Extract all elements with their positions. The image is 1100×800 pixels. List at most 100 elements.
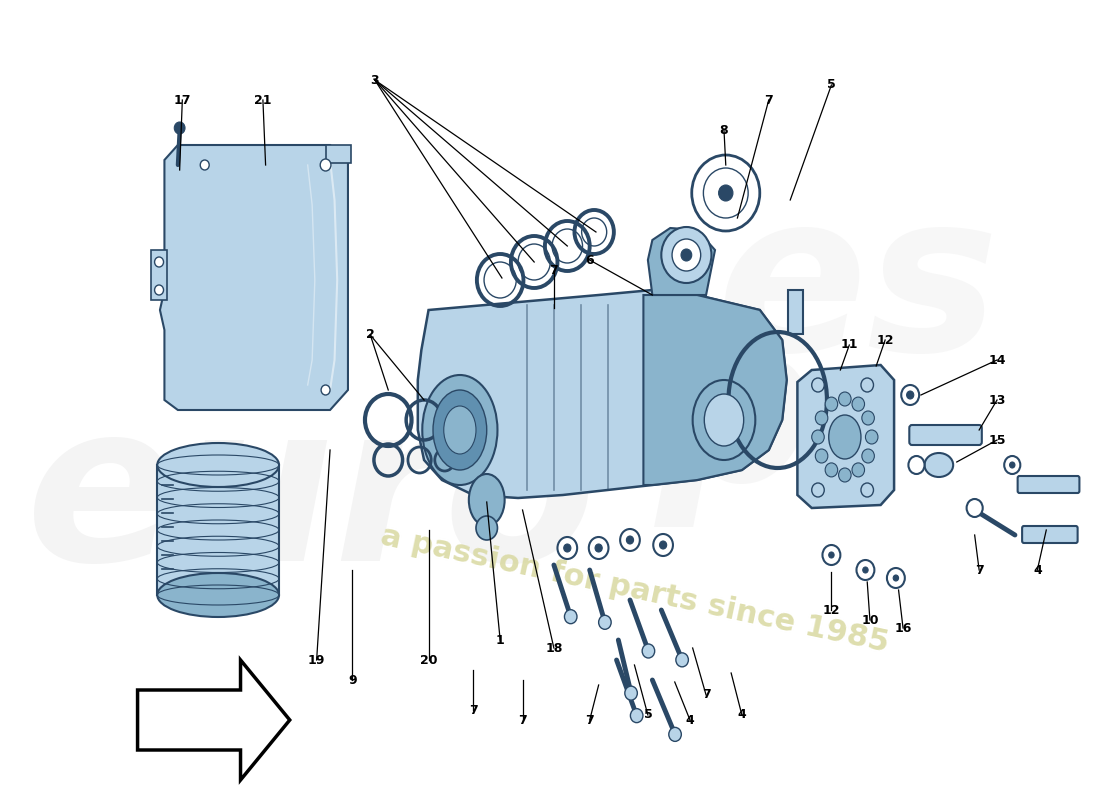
Text: 3: 3 [371,74,380,86]
Ellipse shape [157,443,279,487]
Circle shape [901,385,920,405]
Circle shape [825,463,838,477]
Circle shape [1010,462,1015,468]
Text: 13: 13 [989,394,1005,406]
Text: 15: 15 [988,434,1005,446]
Circle shape [669,727,681,742]
Circle shape [893,575,899,581]
Circle shape [815,449,828,463]
Circle shape [653,534,673,556]
FancyBboxPatch shape [1018,476,1079,493]
Circle shape [828,552,834,558]
Text: 17: 17 [174,94,191,106]
Text: 7: 7 [975,563,983,577]
Text: a passion for parts since 1985: a passion for parts since 1985 [377,522,891,658]
Text: 7: 7 [585,714,594,726]
Circle shape [852,463,865,477]
Bar [326,145,351,163]
Ellipse shape [704,394,744,446]
Text: 7: 7 [550,263,559,277]
Ellipse shape [422,375,497,485]
Circle shape [630,709,642,722]
Circle shape [861,483,873,497]
Circle shape [812,483,824,497]
Circle shape [321,385,330,395]
Text: 4: 4 [685,714,694,726]
Text: sp: sp [525,313,816,527]
Bar [157,465,279,595]
Ellipse shape [718,185,733,201]
Ellipse shape [693,380,756,460]
Circle shape [861,411,875,425]
Circle shape [909,456,924,474]
Bar [151,250,167,300]
Polygon shape [160,145,348,410]
Text: 20: 20 [420,654,438,666]
Text: 7: 7 [764,94,773,106]
Text: 12: 12 [877,334,894,346]
Ellipse shape [924,453,954,477]
Circle shape [812,430,824,444]
Circle shape [1004,456,1021,474]
Circle shape [642,644,654,658]
Ellipse shape [433,390,486,470]
Circle shape [825,397,838,411]
Text: 7: 7 [702,689,711,702]
Bar [789,290,803,334]
Ellipse shape [661,227,712,283]
Circle shape [812,378,824,392]
Text: 10: 10 [861,614,879,626]
Circle shape [866,430,878,444]
Circle shape [887,568,905,588]
Circle shape [563,544,571,552]
Polygon shape [418,290,786,498]
Ellipse shape [672,239,701,271]
Text: euro: euro [26,393,597,607]
Polygon shape [648,228,715,295]
Polygon shape [644,295,786,485]
Circle shape [155,257,164,267]
Circle shape [967,499,982,517]
Ellipse shape [469,474,505,526]
Circle shape [857,560,874,580]
Text: 11: 11 [840,338,858,351]
FancyBboxPatch shape [910,425,982,445]
Text: 7: 7 [469,703,477,717]
FancyBboxPatch shape [1022,526,1078,543]
Circle shape [155,285,164,295]
Circle shape [595,544,602,552]
Circle shape [476,516,497,540]
Ellipse shape [828,415,861,459]
Text: 21: 21 [254,94,272,106]
Text: 4: 4 [737,709,746,722]
Circle shape [625,686,637,700]
Text: 8: 8 [719,123,728,137]
Circle shape [675,653,689,667]
Circle shape [174,122,185,134]
Circle shape [660,541,667,549]
Text: 19: 19 [308,654,326,666]
Text: 5: 5 [827,78,836,91]
Circle shape [598,615,612,630]
Circle shape [838,468,851,482]
Text: 1: 1 [496,634,505,646]
Text: 9: 9 [348,674,356,686]
Circle shape [861,449,875,463]
Text: 4: 4 [1033,563,1042,577]
Text: es: es [717,183,1000,397]
Text: 6: 6 [585,254,594,266]
Circle shape [588,537,608,559]
Ellipse shape [157,573,279,617]
Circle shape [862,567,868,573]
Text: 12: 12 [823,603,840,617]
Text: 14: 14 [988,354,1005,366]
Text: 16: 16 [894,622,912,634]
Circle shape [626,536,634,544]
Circle shape [906,391,914,399]
Text: 2: 2 [366,329,375,342]
Ellipse shape [443,406,476,454]
Circle shape [200,160,209,170]
Circle shape [558,537,578,559]
Polygon shape [138,660,289,780]
Text: 7: 7 [518,714,527,726]
